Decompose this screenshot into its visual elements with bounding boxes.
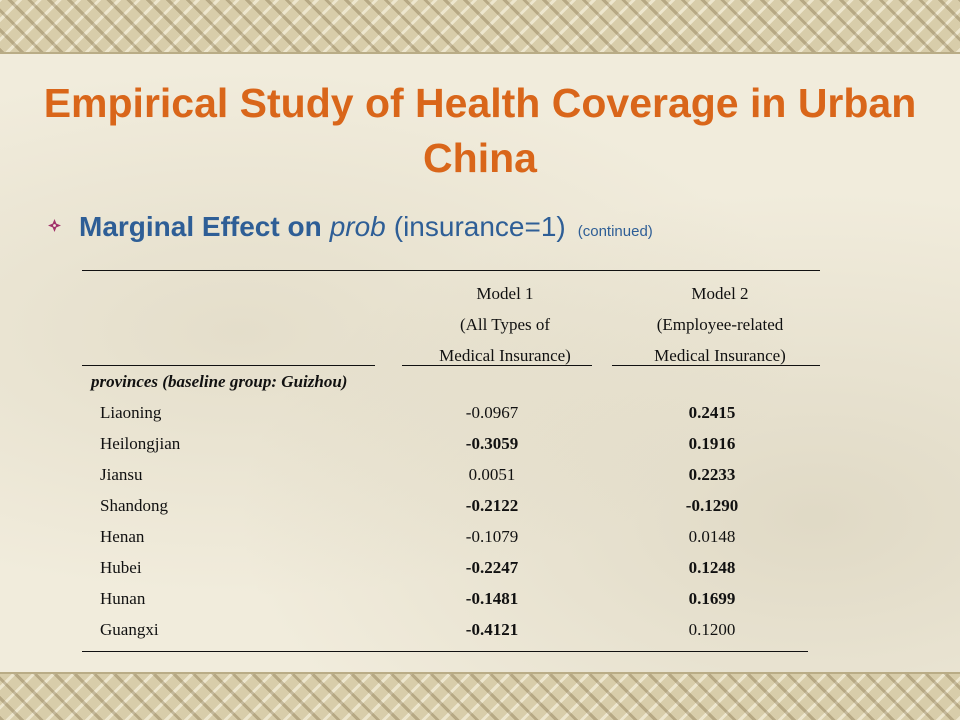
slide-title: Empirical Study of Health Coverage in Ur… bbox=[43, 80, 917, 181]
model2-value: 0.1248 bbox=[688, 558, 736, 577]
model1-header: Model 1 (All Types of Medical Insurance) bbox=[395, 278, 615, 371]
table-row: Guangxi -0.4121 0.1200 bbox=[82, 616, 822, 646]
model1-value: -0.1481 bbox=[465, 589, 519, 608]
table-row: Henan -0.1079 0.0148 bbox=[82, 523, 822, 553]
header-rule-label bbox=[82, 365, 375, 366]
group-label: provinces (baseline group: Guizhou) bbox=[91, 372, 348, 391]
table-top-rule bbox=[82, 270, 820, 271]
table-bottom-rule bbox=[82, 651, 808, 652]
province-name: Jiansu bbox=[100, 465, 143, 484]
model2-value: 0.0148 bbox=[688, 527, 736, 546]
model1-value: -0.1079 bbox=[465, 527, 519, 546]
model2-value: -0.1290 bbox=[685, 496, 739, 515]
model2-value: 0.1699 bbox=[688, 589, 736, 608]
model1-value: -0.2122 bbox=[465, 496, 519, 515]
model1-value: -0.3059 bbox=[465, 434, 519, 453]
model1-title: Model 1 bbox=[476, 284, 534, 303]
bullet-lead-text: Marginal Effect on bbox=[79, 211, 322, 242]
table-row: Heilongjian -0.3059 0.1916 bbox=[82, 430, 822, 460]
table-row: Hubei -0.2247 0.1248 bbox=[82, 554, 822, 584]
model2-value: 0.2415 bbox=[688, 403, 736, 422]
province-name: Henan bbox=[100, 527, 145, 546]
province-name: Hubei bbox=[100, 558, 142, 577]
model2-subtitle: (Employee-related bbox=[656, 315, 784, 334]
model2-value: 0.1916 bbox=[688, 434, 736, 453]
bullet-line: Marginal Effect on prob (insurance=1) (c… bbox=[48, 211, 653, 243]
model1-value: -0.2247 bbox=[465, 558, 519, 577]
model1-subtitle-2: Medical Insurance) bbox=[439, 346, 571, 365]
table-row: Shandong -0.2122 -0.1290 bbox=[82, 492, 822, 522]
province-name: Shandong bbox=[100, 496, 168, 515]
header-rule-model1 bbox=[402, 365, 592, 366]
table-row: Liaoning -0.0967 0.2415 bbox=[82, 399, 822, 429]
model1-subtitle: (All Types of bbox=[459, 315, 551, 334]
model2-header: Model 2 (Employee-related Medical Insura… bbox=[610, 278, 830, 371]
table-row: Jiansu 0.0051 0.2233 bbox=[82, 461, 822, 491]
model2-value: 0.1200 bbox=[688, 620, 736, 639]
model1-value: -0.4121 bbox=[465, 620, 519, 639]
header-rule-model2 bbox=[612, 365, 820, 366]
province-name: Liaoning bbox=[100, 403, 162, 422]
decorative-top-border bbox=[0, 0, 960, 54]
table-row: Hunan -0.1481 0.1699 bbox=[82, 585, 822, 615]
province-name: Guangxi bbox=[100, 620, 159, 639]
diamond-bullet-icon bbox=[48, 219, 61, 232]
model2-value: 0.2233 bbox=[688, 465, 736, 484]
province-name: Hunan bbox=[100, 589, 146, 608]
decorative-bottom-border bbox=[0, 672, 960, 720]
model1-value: -0.0967 bbox=[465, 403, 519, 422]
model1-value: 0.0051 bbox=[468, 465, 516, 484]
model2-subtitle-2: Medical Insurance) bbox=[654, 346, 786, 365]
bullet-condition-text: (insurance=1) bbox=[393, 211, 566, 242]
bullet-note-text: (continued) bbox=[577, 223, 653, 240]
results-table: Model 1 (All Types of Medical Insurance)… bbox=[82, 268, 822, 654]
province-name: Heilongjian bbox=[100, 434, 181, 453]
background-texture bbox=[0, 54, 960, 672]
bullet-emphasis-text: prob bbox=[329, 211, 386, 242]
model2-title: Model 2 bbox=[691, 284, 749, 303]
